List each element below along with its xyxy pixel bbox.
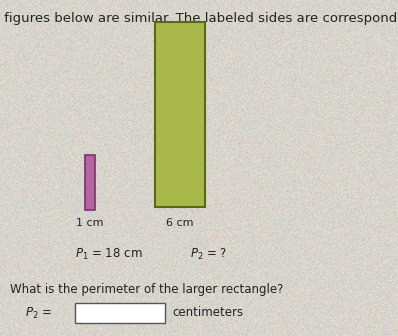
Text: 1 cm: 1 cm xyxy=(76,218,104,228)
Bar xyxy=(85,155,95,210)
Text: The figures below are similar. The labeled sides are corresponding.: The figures below are similar. The label… xyxy=(0,12,398,25)
Bar xyxy=(155,22,205,207)
Text: $P_2$ =: $P_2$ = xyxy=(25,305,52,321)
Text: What is the perimeter of the larger rectangle?: What is the perimeter of the larger rect… xyxy=(10,283,283,296)
Bar xyxy=(75,303,165,323)
Text: centimeters: centimeters xyxy=(172,306,243,320)
Text: $P_2$ = ?: $P_2$ = ? xyxy=(190,247,227,262)
Text: $P_1$ = 18 cm: $P_1$ = 18 cm xyxy=(75,247,142,262)
Text: 6 cm: 6 cm xyxy=(166,218,194,228)
